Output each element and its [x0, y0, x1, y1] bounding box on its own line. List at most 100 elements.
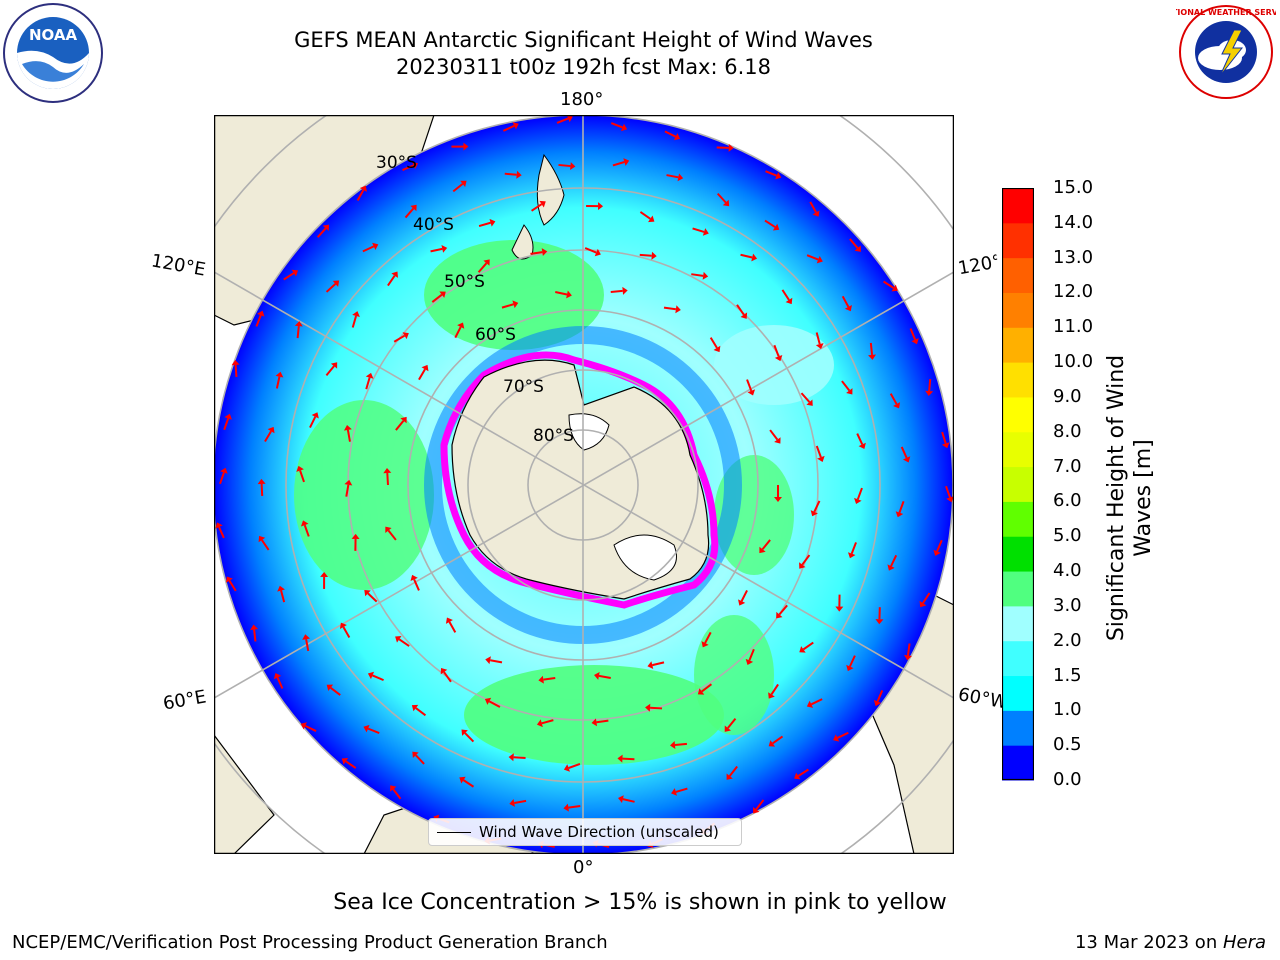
wave-arrow-head [439, 291, 446, 298]
sea-ice-note: Sea Ice Concentration > 15% is shown in … [333, 890, 947, 915]
wave-arrow-head [344, 479, 353, 486]
wave-arrow [345, 484, 350, 497]
wave-arrow-head [343, 424, 352, 431]
wave-arrow [716, 192, 727, 204]
colorbar-tick-label: 3.0 [1053, 594, 1082, 616]
wave-arrow [890, 554, 898, 567]
wave-arrow [761, 539, 771, 550]
colorbar [1002, 188, 1034, 781]
wave-arrow-head [893, 402, 901, 409]
wave-arrow [755, 799, 765, 811]
noaa-logo-text: NOAA [29, 26, 78, 44]
colorbar-tick-label: 8.0 [1053, 420, 1082, 442]
wave-arrow [769, 429, 779, 441]
colorbar-tick-label: 2.0 [1053, 629, 1082, 651]
wave-arrow-head [410, 204, 417, 212]
wave-arrow [543, 677, 556, 681]
wave-arrow [928, 379, 932, 392]
lon-label-0: 0° [573, 857, 594, 878]
wave-arrow [477, 262, 488, 273]
wave-arrow-head [846, 388, 853, 395]
wave-arrow-head [751, 253, 758, 262]
wave-arrow-head [728, 143, 734, 152]
wave-arrow [325, 365, 335, 377]
colorbar-segment [1002, 710, 1034, 746]
wave-arrow [462, 779, 475, 788]
page-title: GEFS MEAN Antarctic Significant Height o… [294, 28, 873, 52]
wave-arrow [728, 765, 738, 777]
wave-arrow [367, 592, 378, 603]
wave-arrow [387, 275, 396, 287]
wave-arrow [692, 227, 705, 233]
wave-arrow [478, 221, 491, 228]
wave-arrow-head [846, 664, 854, 672]
wave-arrow [773, 344, 780, 357]
wave-arrow-head [563, 764, 570, 772]
wave-arrow-head [844, 304, 852, 312]
wave-arrow-head [891, 284, 898, 292]
wave-arrow [666, 174, 679, 179]
wave-arrow [392, 788, 402, 800]
wave-arrow-head [701, 641, 709, 648]
wave-arrow-head [311, 412, 319, 419]
colorbar-tick-label: 9.0 [1053, 385, 1082, 407]
wave-arrow [430, 247, 443, 253]
wave-arrow-head [895, 511, 904, 518]
wave-arrow [813, 500, 821, 513]
wave-arrow [778, 604, 788, 616]
legend-label: Wind Wave Direction (unscaled) [479, 823, 719, 841]
wave-band [464, 665, 724, 765]
wave-arrow-head [815, 343, 824, 349]
wave-arrow [234, 364, 238, 377]
wave-arrow [764, 219, 776, 228]
wave-arrow [219, 472, 225, 485]
wave-arrow [869, 342, 874, 355]
wave-arrow [253, 629, 257, 642]
wave-arrow-head [902, 456, 911, 463]
wave-arrow [402, 164, 414, 171]
wave-arrow [346, 429, 351, 442]
wave-arrow [443, 671, 452, 683]
wave-arrow-head [339, 622, 347, 630]
wave-arrow-head [817, 455, 825, 462]
wave-arrow [296, 326, 300, 339]
wave-arrow-head [383, 468, 392, 474]
wave-arrow [849, 238, 859, 249]
wave-arrow-head [275, 371, 284, 378]
wave-arrow [514, 799, 527, 804]
wave-arrow [305, 638, 310, 652]
wave-arrow [770, 683, 779, 695]
wave-arrow-head [785, 297, 793, 305]
wave-arrow [736, 304, 745, 316]
wave-arrow-head [832, 734, 840, 742]
wave-arrow [255, 314, 262, 327]
wave-arrow [876, 690, 884, 702]
wave-arrow [504, 172, 517, 176]
wave-arrow-head [367, 671, 375, 680]
wave-arrow [283, 272, 295, 281]
wave-arrow-head [512, 122, 519, 130]
wave-arrow [448, 621, 457, 633]
wave-arrow [622, 798, 635, 803]
colorbar-tick-label: 1.5 [1053, 664, 1082, 686]
polar-map: 30°S 40°S 50°S 60°S 70°S 80°S [214, 115, 954, 854]
wave-arrow-head [320, 571, 329, 577]
wave-arrow [797, 768, 809, 777]
wave-arrow [530, 251, 543, 255]
colorbar-segment [1002, 675, 1034, 711]
wave-arrow [909, 328, 916, 341]
wave-arrow-head [539, 200, 546, 208]
colorbar-tick-label: 10.0 [1053, 351, 1094, 373]
wave-arrow-head [390, 785, 397, 792]
wave-arrow-head [713, 345, 721, 353]
wave-arrow-head [291, 269, 299, 277]
svg-text:NATIONAL WEATHER SERVICE: NATIONAL WEATHER SERVICE [1176, 8, 1276, 17]
wave-arrow-head [566, 290, 572, 299]
ross-ice-shelf [568, 413, 610, 451]
wave-arrow-head [220, 467, 228, 474]
wave-arrow [740, 253, 753, 259]
wave-arrow-head [887, 564, 895, 571]
wave-arrow-head [385, 526, 392, 534]
wave-arrow [356, 189, 365, 201]
wave-arrow [330, 686, 341, 696]
